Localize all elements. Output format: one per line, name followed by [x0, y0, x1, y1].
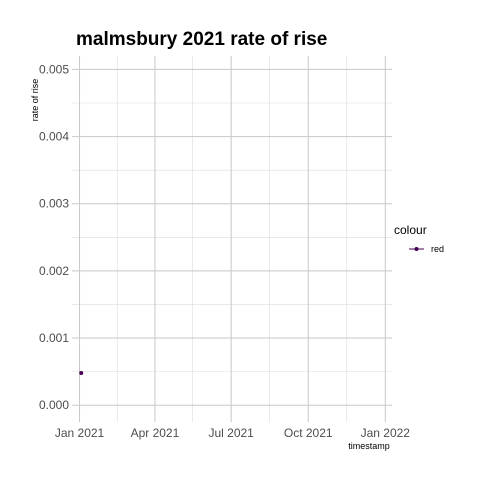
- y-tick-label: 0.001: [39, 331, 69, 345]
- legend-title: colour: [394, 223, 427, 237]
- x-axis-label: timestamp: [348, 441, 390, 451]
- y-tick-label: 0.005: [39, 62, 69, 76]
- legend: colour red: [394, 223, 444, 254]
- grid: [72, 56, 392, 422]
- x-tick-label: Jul 2021: [208, 426, 254, 440]
- x-tick-labels: Jan 2021 Apr 2021 Jul 2021 Oct 2021 Jan 2022: [55, 426, 410, 440]
- y-tick-labels: 0.000 0.001 0.002 0.003 0.004 0.005: [39, 62, 69, 412]
- y-tick-label: 0.000: [39, 398, 69, 412]
- x-tick-label: Apr 2021: [131, 426, 180, 440]
- legend-entry-label: red: [431, 244, 444, 254]
- x-tick-label: Jan 2021: [55, 426, 105, 440]
- legend-key-point: [414, 247, 419, 251]
- y-tick-label: 0.002: [39, 264, 69, 278]
- x-tick-label: Jan 2022: [361, 426, 411, 440]
- data-point: [79, 370, 84, 375]
- data-points: [79, 370, 84, 375]
- chart-title: malmsbury 2021 rate of rise: [76, 29, 327, 50]
- y-tick-label: 0.004: [39, 130, 69, 144]
- y-axis-label: rate of rise: [30, 79, 40, 122]
- x-tick-label: Oct 2021: [284, 426, 333, 440]
- y-tick-label: 0.003: [39, 197, 69, 211]
